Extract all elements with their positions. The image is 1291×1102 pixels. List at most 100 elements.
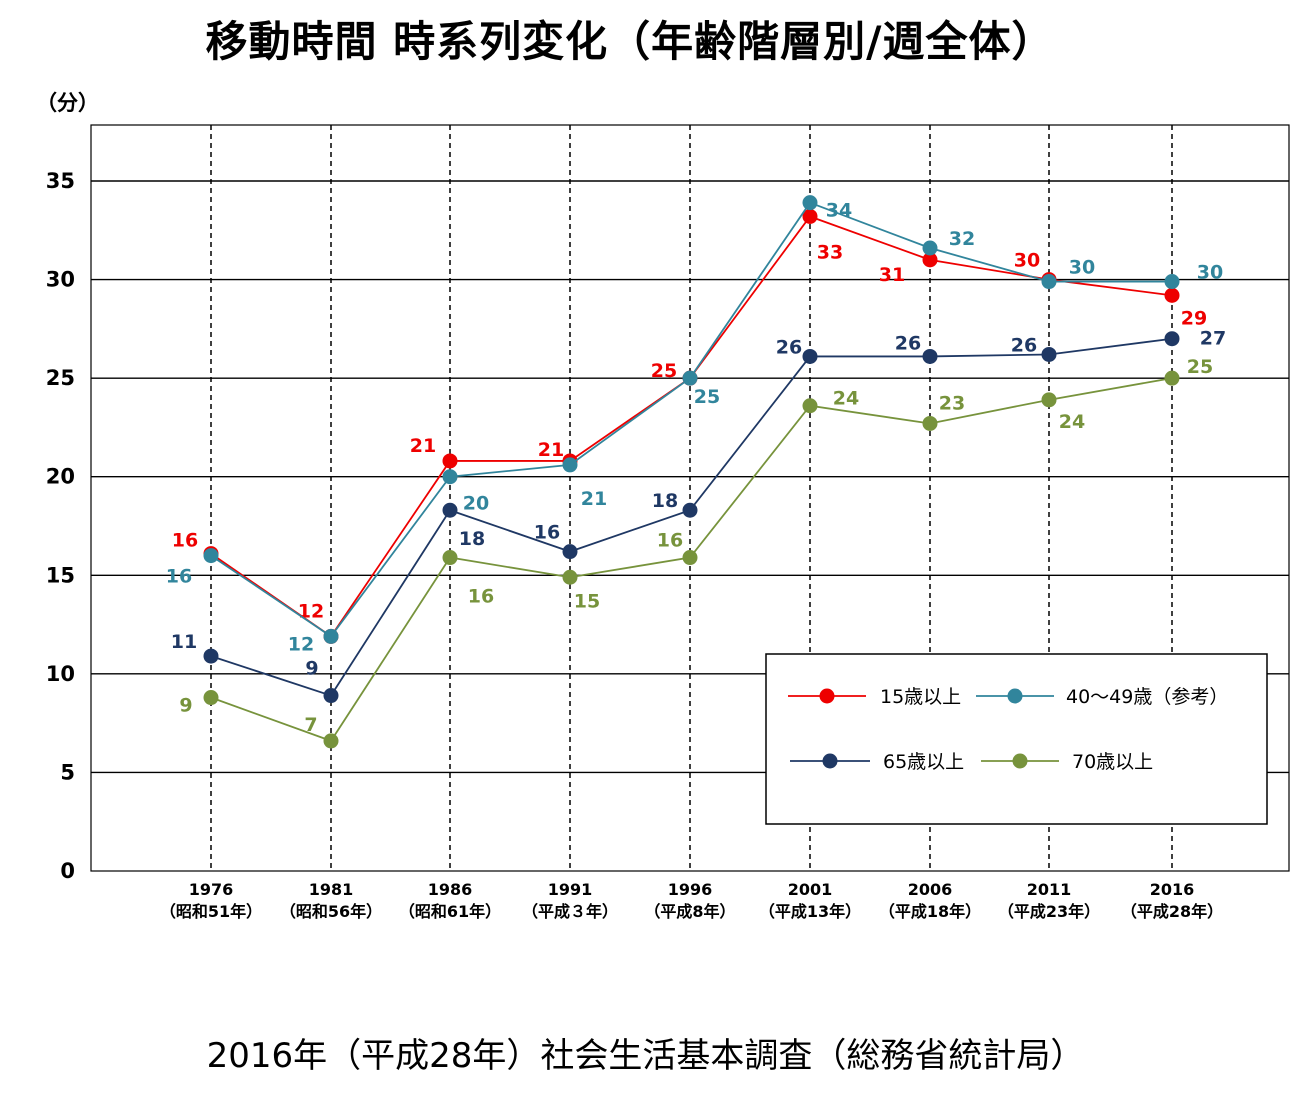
data-point [323,733,339,749]
data-point [562,457,578,473]
legend-marker [1007,688,1023,704]
data-point [802,398,818,414]
y-axis-label: （分） [36,91,99,115]
x-tick-year: 2016 [1150,880,1195,899]
data-label: 26 [1011,334,1037,356]
data-label: 25 [1187,356,1213,378]
chart-title: 移動時間 時系列変化（年齢階層別/週全体） [205,17,1055,66]
x-tick-era: （平成28年） [1121,902,1223,921]
y-tick-label: 10 [46,662,75,686]
data-point [442,550,458,566]
data-point [323,628,339,644]
data-point [203,690,219,706]
data-label: 31 [879,264,905,286]
data-point [922,252,938,268]
data-point [922,415,938,431]
data-label: 21 [410,435,436,457]
data-label: 16 [534,522,560,544]
x-tick-year: 1976 [189,880,234,899]
data-label: 26 [895,332,921,354]
data-label: 30 [1069,257,1095,279]
legend-label: 65歳以上 [883,751,964,773]
data-label: 25 [651,360,677,382]
data-point [442,453,458,469]
y-tick-label: 5 [60,760,75,784]
data-point [562,544,578,560]
data-label: 32 [949,228,975,250]
data-label: 30 [1197,262,1223,284]
legend-label: 40～49歳（参考） [1066,686,1228,708]
data-label: 33 [817,241,843,263]
data-label: 16 [166,566,192,588]
x-tick-year: 2001 [788,880,833,899]
x-tick-year: 2006 [908,880,953,899]
legend-label: 70歳以上 [1072,751,1153,773]
data-label: 29 [1181,307,1207,329]
y-tick-label: 15 [46,563,75,587]
x-tick-era: （昭和56年） [280,902,382,921]
legend-box [765,653,1268,825]
data-label: 20 [463,493,489,515]
data-point [682,502,698,518]
legend-marker [819,688,835,704]
data-point [442,502,458,518]
data-label: 21 [538,439,564,461]
data-label: 12 [288,633,314,655]
x-tick-era: （平成３年） [522,902,618,921]
legend-marker [1012,753,1028,769]
data-point [1164,370,1180,386]
data-label: 9 [305,658,318,680]
x-tick-year: 2011 [1027,880,1072,899]
data-point [1164,274,1180,290]
x-tick-era: （昭和51年） [160,902,262,921]
data-label: 18 [459,528,485,550]
x-tick-year: 1991 [548,880,593,899]
data-point [323,688,339,704]
data-point [682,370,698,386]
legend-label: 15歳以上 [880,686,961,708]
x-tick-era: （昭和61年） [399,902,501,921]
data-point [1041,346,1057,362]
data-label: 9 [179,695,192,717]
y-tick-label: 20 [46,465,75,489]
data-label: 24 [833,388,859,410]
data-point [802,348,818,364]
data-point [442,469,458,485]
x-tick-era: （平成8年） [644,902,735,921]
data-label: 11 [171,631,197,653]
data-label: 16 [172,530,198,552]
source-note: 2016年（平成28年）社会生活基本調査（総務省統計局） [206,1036,1085,1076]
data-point [203,548,219,564]
y-tick-label: 0 [60,859,75,883]
data-label: 12 [298,600,324,622]
data-point [1041,274,1057,290]
data-label: 16 [657,530,683,552]
x-tick-year: 1996 [668,880,713,899]
data-label: 23 [939,392,965,414]
data-label: 7 [304,714,317,736]
data-point [1041,392,1057,408]
data-label: 30 [1014,250,1040,272]
data-point [802,195,818,211]
y-tick-label: 25 [46,366,75,390]
data-point [1164,331,1180,347]
data-label: 34 [826,200,852,222]
data-label: 15 [574,590,600,612]
data-label: 18 [652,490,678,512]
x-tick-era: （平成13年） [759,902,861,921]
data-point [682,550,698,566]
data-label: 24 [1059,411,1085,433]
data-label: 21 [581,488,607,510]
data-label: 26 [776,336,802,358]
x-tick-era: （平成18年） [879,902,981,921]
data-point [802,208,818,224]
x-tick-era: （平成23年） [998,902,1100,921]
x-tick-year: 1986 [428,880,473,899]
data-point [922,348,938,364]
data-label: 27 [1200,328,1226,350]
data-label: 25 [694,386,720,408]
data-point [922,240,938,256]
data-point [203,648,219,664]
data-point [1164,287,1180,303]
